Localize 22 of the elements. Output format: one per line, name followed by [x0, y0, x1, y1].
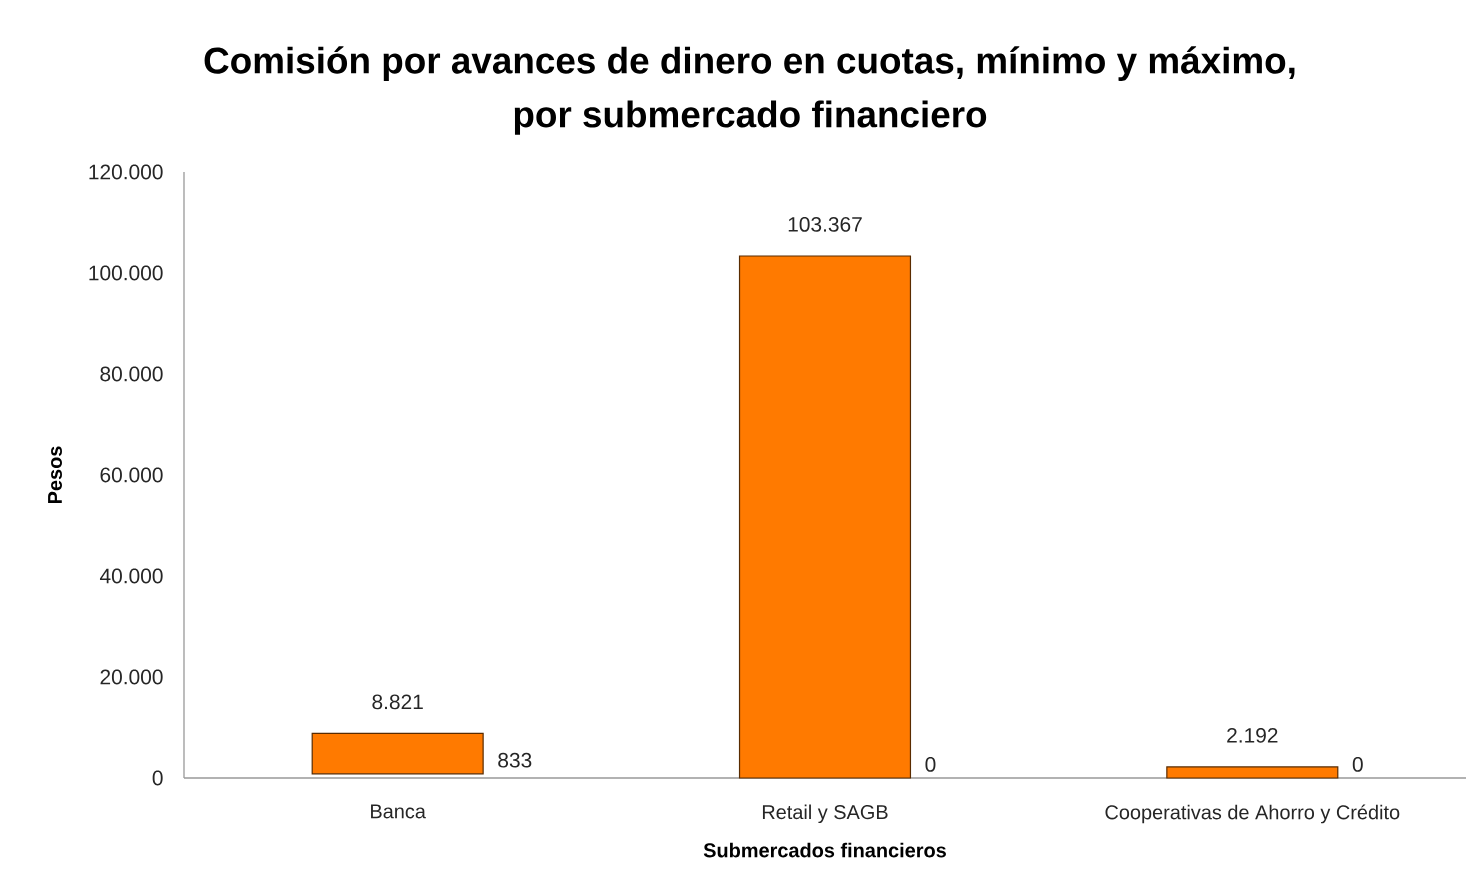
y-axis-title: Pesos [48, 446, 62, 504]
y-tick-label: 60.000 [100, 467, 163, 483]
annotation: 0 [1352, 756, 1363, 772]
bar [1166, 766, 1339, 779]
y-tick-label: 0 [152, 770, 163, 786]
x-axis-title: Submercados financieros [703, 842, 946, 858]
bar [738, 255, 912, 779]
bar [311, 732, 484, 775]
x-tick-label: Cooperativas de Ahorro y Crédito [1105, 804, 1400, 824]
y-tick-label: 80.000 [100, 366, 163, 382]
x-tick-label: Banca [371, 804, 426, 819]
annotation: 2.192 [1227, 727, 1278, 743]
annotation: 833 [498, 752, 532, 768]
y-tick-label: 120.000 [89, 164, 163, 180]
chart-title: Comisión por avances de dinero en cuotas, mínimo y máximo, por submercado financiero [204, 46, 1295, 135]
annotation: 8.821 [372, 694, 423, 710]
x-tick-label: Retail y SAGB [762, 804, 888, 824]
y-tick-label: 20.000 [100, 669, 163, 685]
y-tick-label: 100.000 [89, 265, 163, 281]
y-tick-label: 40.000 [99, 568, 163, 584]
annotation: 0 [925, 756, 936, 772]
annotation: 103.367 [788, 216, 862, 232]
